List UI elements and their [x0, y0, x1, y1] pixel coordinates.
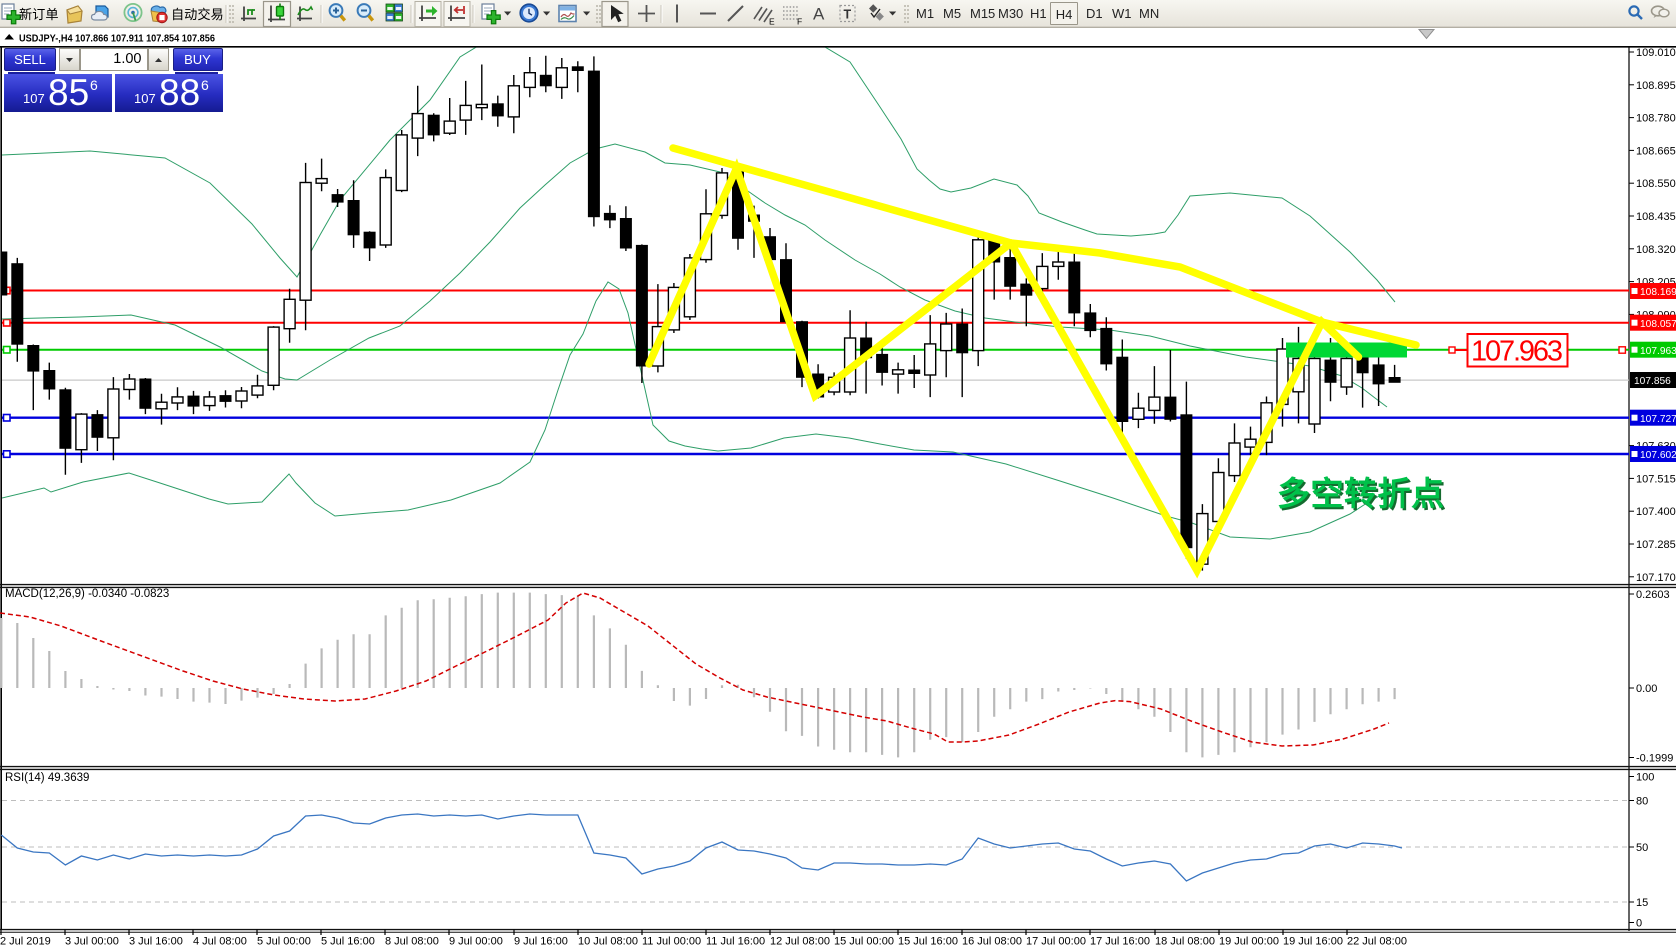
- svg-text:108.665: 108.665: [1636, 145, 1676, 157]
- svg-text:4 Jul 08:00: 4 Jul 08:00: [193, 936, 247, 948]
- svg-text:USDJPY-,H4 107.866 107.911 10: USDJPY-,H4 107.866 107.911 107.854 107.8…: [19, 33, 215, 45]
- svg-text:107.400: 107.400: [1636, 506, 1676, 518]
- svg-text:15: 15: [1636, 897, 1648, 909]
- svg-text:108.780: 108.780: [1636, 113, 1676, 125]
- svg-text:0.00: 0.00: [1636, 683, 1657, 695]
- svg-text:17 Jul 00:00: 17 Jul 00:00: [1026, 936, 1086, 948]
- svg-text:100: 100: [1636, 772, 1654, 784]
- svg-text:107.515: 107.515: [1636, 473, 1676, 485]
- svg-text:RSI(14) 49.3639: RSI(14) 49.3639: [5, 772, 89, 784]
- svg-text:108.550: 108.550: [1636, 178, 1676, 190]
- svg-text:11 Jul 16:00: 11 Jul 16:00: [706, 936, 765, 948]
- svg-text:12 Jul 08:00: 12 Jul 08:00: [770, 936, 830, 948]
- svg-text:107.963: 107.963: [1640, 346, 1676, 357]
- svg-text:T: T: [844, 8, 852, 22]
- svg-text:108.895: 108.895: [1636, 80, 1676, 92]
- svg-text:109.010: 109.010: [1636, 47, 1676, 59]
- svg-text:15 Jul 00:00: 15 Jul 00:00: [834, 936, 894, 948]
- svg-text:17 Jul 16:00: 17 Jul 16:00: [1090, 936, 1150, 948]
- svg-text:80: 80: [1636, 796, 1648, 808]
- svg-text:108.057: 108.057: [1640, 319, 1676, 330]
- svg-text:3 Jul 00:00: 3 Jul 00:00: [65, 936, 119, 948]
- svg-text:MACD(12,26,9) -0.0340 -0.0823: MACD(12,26,9) -0.0340 -0.0823: [5, 588, 169, 600]
- svg-text:9 Jul 16:00: 9 Jul 16:00: [514, 936, 568, 948]
- svg-text:107.856: 107.856: [1634, 376, 1671, 387]
- svg-text:107.963: 107.963: [1471, 336, 1563, 368]
- svg-text:E: E: [769, 17, 775, 27]
- svg-text:8 Jul 08:00: 8 Jul 08:00: [385, 936, 439, 948]
- svg-text:16 Jul 08:00: 16 Jul 08:00: [962, 936, 1022, 948]
- svg-text:19 Jul 16:00: 19 Jul 16:00: [1283, 936, 1343, 948]
- svg-text:0: 0: [1636, 918, 1642, 930]
- svg-text:19 Jul 00:00: 19 Jul 00:00: [1219, 936, 1279, 948]
- svg-text:2 Jul 2019: 2 Jul 2019: [0, 936, 51, 948]
- svg-text:自动交易: 自动交易: [171, 6, 224, 22]
- svg-text:108.320: 108.320: [1636, 244, 1676, 256]
- svg-text:0.2603: 0.2603: [1636, 589, 1670, 601]
- svg-text:新订单: 新订单: [19, 7, 59, 22]
- svg-text:F: F: [797, 17, 802, 27]
- svg-text:多空转折点: 多空转折点: [1279, 477, 1447, 514]
- svg-text:107.602: 107.602: [1640, 450, 1676, 461]
- svg-text:11 Jul 00:00: 11 Jul 00:00: [642, 936, 701, 948]
- svg-text:107.727: 107.727: [1640, 414, 1676, 425]
- svg-text:107.170: 107.170: [1636, 572, 1676, 584]
- svg-text:107.285: 107.285: [1636, 539, 1676, 551]
- svg-text:108.435: 108.435: [1636, 211, 1676, 223]
- svg-text:50: 50: [1636, 842, 1648, 854]
- svg-text:5 Jul 16:00: 5 Jul 16:00: [321, 936, 375, 948]
- svg-text:5 Jul 00:00: 5 Jul 00:00: [257, 936, 311, 948]
- svg-text:A: A: [813, 5, 825, 24]
- svg-text:9 Jul 00:00: 9 Jul 00:00: [449, 936, 503, 948]
- svg-text:22 Jul 08:00: 22 Jul 08:00: [1347, 936, 1407, 948]
- svg-text:15 Jul 16:00: 15 Jul 16:00: [898, 936, 958, 948]
- svg-text:多空转折点: 多空转折点: [1277, 475, 1445, 512]
- svg-text:18 Jul 08:00: 18 Jul 08:00: [1155, 936, 1215, 948]
- svg-text:-0.1999: -0.1999: [1636, 753, 1673, 765]
- svg-text:3 Jul 16:00: 3 Jul 16:00: [129, 936, 183, 948]
- svg-text:10 Jul 08:00: 10 Jul 08:00: [578, 936, 638, 948]
- svg-text:108.169: 108.169: [1640, 287, 1676, 298]
